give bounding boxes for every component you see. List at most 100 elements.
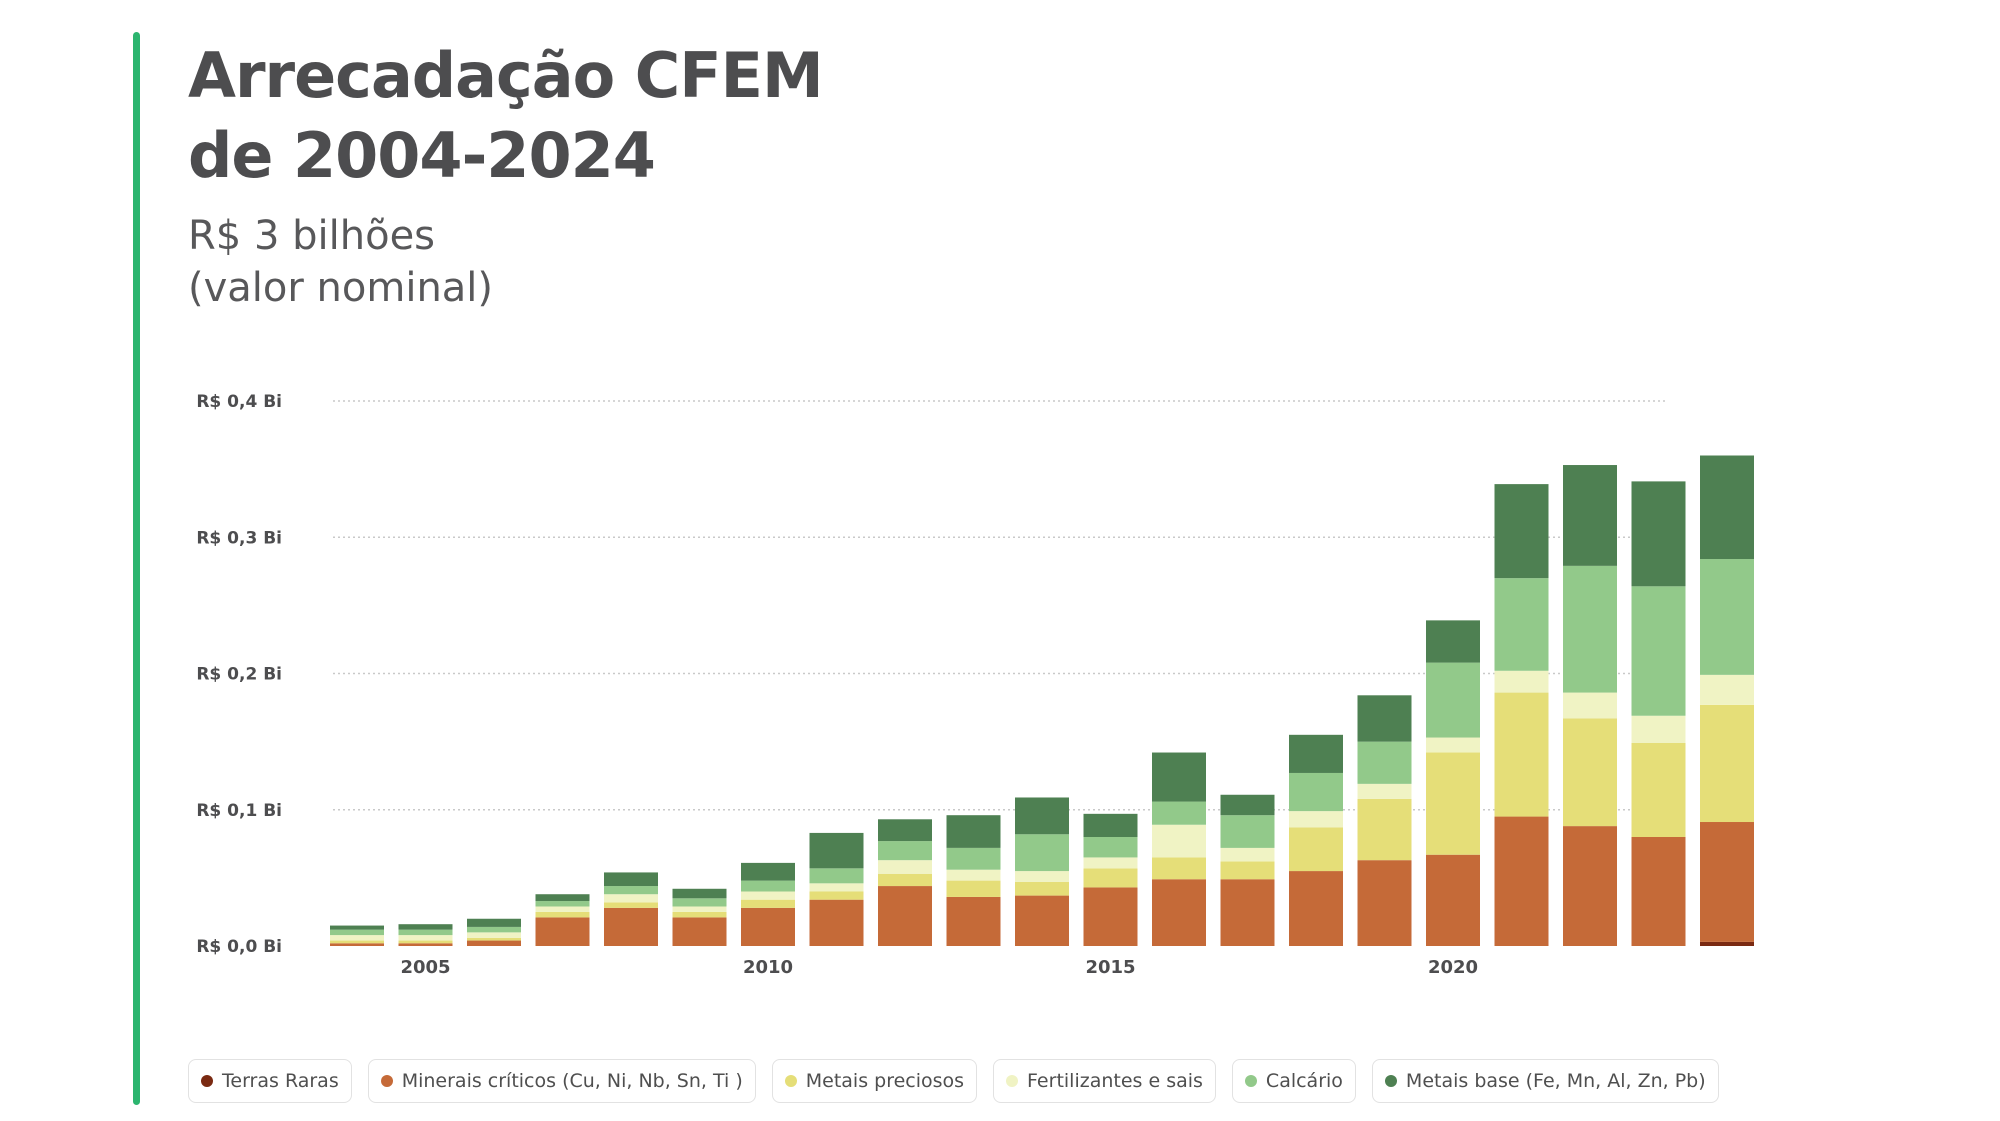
bar-segment[interactable] [1220, 815, 1275, 848]
bar-segment[interactable] [1700, 674, 1754, 705]
bar-segment[interactable] [398, 943, 453, 946]
bar-segment[interactable] [1631, 742, 1686, 837]
bar-segment[interactable] [809, 832, 864, 869]
bar-segment[interactable] [467, 940, 521, 946]
bar-segment[interactable] [1083, 868, 1138, 888]
bar-segment[interactable] [1700, 941, 1754, 946]
bar-segment[interactable] [1289, 811, 1343, 828]
bar-segment[interactable] [1015, 871, 1069, 882]
bar-segment[interactable] [741, 862, 795, 881]
bar-segment[interactable] [1426, 620, 1480, 663]
bar-segment[interactable] [946, 896, 1001, 946]
bar-segment[interactable] [1563, 692, 1617, 719]
bar-segment[interactable] [878, 841, 932, 861]
bar-segment[interactable] [1289, 827, 1343, 872]
bar-segment[interactable] [1563, 718, 1617, 827]
bar-segment[interactable] [1631, 586, 1686, 716]
bar-segment[interactable] [604, 902, 658, 908]
bar-segment[interactable] [878, 886, 932, 946]
bar-segment[interactable] [946, 869, 1001, 881]
bar-segment[interactable] [946, 815, 1001, 848]
bar-segment[interactable] [878, 819, 932, 842]
bar-segment[interactable] [398, 924, 453, 930]
bar-segment[interactable] [1426, 854, 1480, 946]
bar-segment[interactable] [1152, 857, 1206, 880]
bar-segment[interactable] [1357, 783, 1412, 799]
bar-segment[interactable] [1220, 861, 1275, 880]
bar-segment[interactable] [604, 907, 658, 946]
bar-segment[interactable] [1015, 834, 1069, 872]
bar-segment[interactable] [535, 901, 590, 907]
bar-segment[interactable] [1357, 741, 1412, 784]
bar-segment[interactable] [1357, 695, 1412, 742]
bar-segment[interactable] [672, 898, 727, 907]
bar-segment[interactable] [741, 907, 795, 946]
bar-segment[interactable] [467, 937, 521, 941]
bar-segment[interactable] [1083, 857, 1138, 869]
bar-segment[interactable] [672, 888, 727, 899]
bar-segment[interactable] [1426, 737, 1480, 753]
bar-segment[interactable] [604, 894, 658, 903]
bar-segment[interactable] [535, 917, 590, 946]
bar-segment[interactable] [1220, 847, 1275, 862]
bar-segment[interactable] [1631, 481, 1686, 587]
bar-segment[interactable] [535, 906, 590, 912]
bar-segment[interactable] [809, 899, 864, 946]
legend-item[interactable]: Minerais críticos (Cu, Ni, Nb, Sn, Ti ) [367, 1059, 756, 1103]
bar-segment[interactable] [1700, 559, 1754, 675]
bar-segment[interactable] [467, 926, 521, 933]
bar-segment[interactable] [946, 847, 1001, 870]
bar-segment[interactable] [604, 886, 658, 895]
bar-segment[interactable] [330, 943, 384, 946]
bar-segment[interactable] [741, 891, 795, 900]
bar-segment[interactable] [535, 894, 590, 902]
bar-segment[interactable] [330, 929, 384, 936]
bar-segment[interactable] [1631, 837, 1686, 946]
bar-segment[interactable] [1700, 704, 1754, 823]
bar-segment[interactable] [1083, 837, 1138, 858]
bar-segment[interactable] [1426, 662, 1480, 738]
bar-segment[interactable] [1357, 798, 1412, 861]
bar-segment[interactable] [1563, 826, 1617, 946]
bar-segment[interactable] [672, 906, 727, 912]
bar-segment[interactable] [1700, 455, 1754, 560]
bar-segment[interactable] [1426, 752, 1480, 855]
bar-segment[interactable] [672, 911, 727, 918]
bar-segment[interactable] [1357, 860, 1412, 946]
bar-segment[interactable] [809, 868, 864, 884]
bar-segment[interactable] [741, 899, 795, 908]
bar-segment[interactable] [330, 935, 384, 941]
legend-item[interactable]: Terras Raras [188, 1059, 352, 1103]
bar-segment[interactable] [1700, 822, 1754, 942]
bar-segment[interactable] [741, 880, 795, 892]
bar-segment[interactable] [1015, 895, 1069, 946]
legend-item[interactable]: Calcário [1231, 1059, 1356, 1103]
bar-segment[interactable] [1152, 824, 1206, 858]
bar-segment[interactable] [398, 935, 453, 941]
bar-segment[interactable] [1494, 578, 1549, 671]
bar-segment[interactable] [878, 860, 932, 874]
bar-segment[interactable] [1289, 734, 1343, 773]
bar-segment[interactable] [809, 883, 864, 892]
bar-segment[interactable] [1083, 887, 1138, 946]
bar-segment[interactable] [1631, 715, 1686, 743]
bar-segment[interactable] [1494, 816, 1549, 946]
bar-segment[interactable] [330, 940, 384, 944]
bar-segment[interactable] [1152, 752, 1206, 802]
legend-item[interactable]: Fertilizantes e sais [993, 1059, 1216, 1103]
bar-segment[interactable] [467, 932, 521, 938]
bar-segment[interactable] [1289, 871, 1343, 946]
bar-segment[interactable] [1083, 813, 1138, 837]
bar-segment[interactable] [467, 918, 521, 927]
bar-segment[interactable] [1494, 670, 1549, 693]
legend-item[interactable]: Metais base (Fe, Mn, Al, Zn, Pb) [1371, 1059, 1719, 1103]
bar-segment[interactable] [398, 929, 453, 936]
bar-segment[interactable] [1152, 801, 1206, 825]
legend-item[interactable]: Metais preciosos [771, 1059, 978, 1103]
bar-segment[interactable] [398, 940, 453, 944]
bar-segment[interactable] [1563, 565, 1617, 693]
bar-segment[interactable] [1563, 465, 1617, 566]
bar-segment[interactable] [1289, 772, 1343, 812]
bar-segment[interactable] [1220, 879, 1275, 946]
bar-segment[interactable] [1015, 797, 1069, 835]
